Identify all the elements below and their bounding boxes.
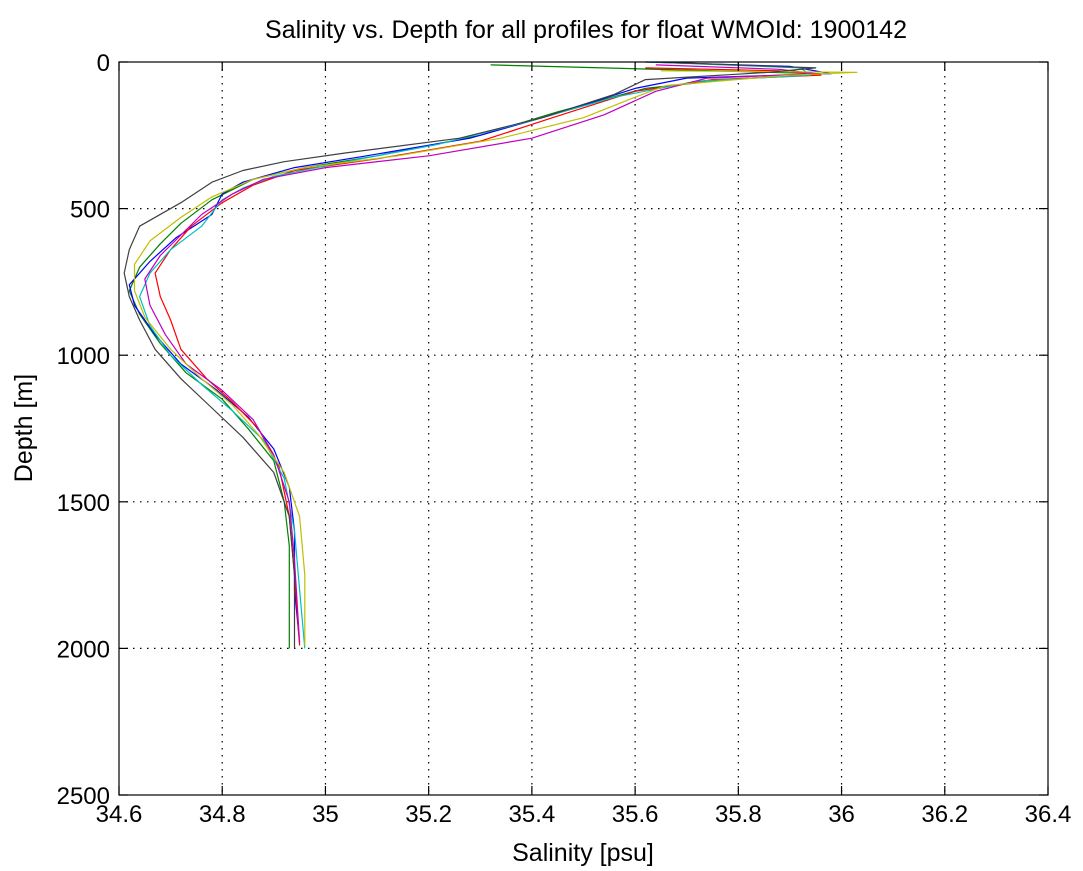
x-tick-label: 36.2 [921, 801, 968, 828]
x-tick-labels: 34.6 34.8 35 35.2 35.4 35.6 35.8 36 36.2 36.4 [96, 801, 1072, 828]
y-tick-label: 1000 [57, 343, 110, 370]
profile-line-2 [128, 61, 832, 643]
axis-ticks [118, 61, 1049, 796]
profile-line-6 [133, 70, 858, 646]
profile-line-3 [154, 67, 822, 646]
y-tick-labels: 0 500 1000 1500 2000 2500 [57, 50, 110, 810]
x-tick-label: 35.6 [612, 801, 659, 828]
y-tick-label: 2500 [57, 783, 110, 810]
profile-line-4 [139, 61, 812, 649]
profile-line-5 [144, 64, 817, 643]
y-tick-label: 500 [70, 197, 110, 224]
x-tick-label: 35.4 [509, 801, 556, 828]
y-tick-label: 1500 [57, 490, 110, 517]
plot-frame [118, 61, 1049, 796]
profile-line-7 [123, 61, 817, 649]
x-tick-label: 35.2 [405, 801, 452, 828]
y-tick-label: 0 [97, 50, 110, 77]
x-tick-label: 36 [828, 801, 855, 828]
chart-title: Salinity vs. Depth for all profiles for … [265, 16, 907, 44]
x-axis-title: Salinity [psu] [512, 839, 654, 867]
x-tick-label: 34.8 [199, 801, 246, 828]
x-tick-label: 35 [312, 801, 339, 828]
x-tick-label: 34.6 [96, 801, 143, 828]
x-tick-label: 35.8 [715, 801, 762, 828]
profile-line-1 [128, 64, 822, 649]
y-tick-label: 2000 [57, 636, 110, 663]
gridlines [119, 62, 1048, 795]
x-tick-label: 36.4 [1025, 801, 1072, 828]
y-axis-title: Depth [m] [10, 374, 38, 482]
profile-lines [123, 61, 858, 649]
